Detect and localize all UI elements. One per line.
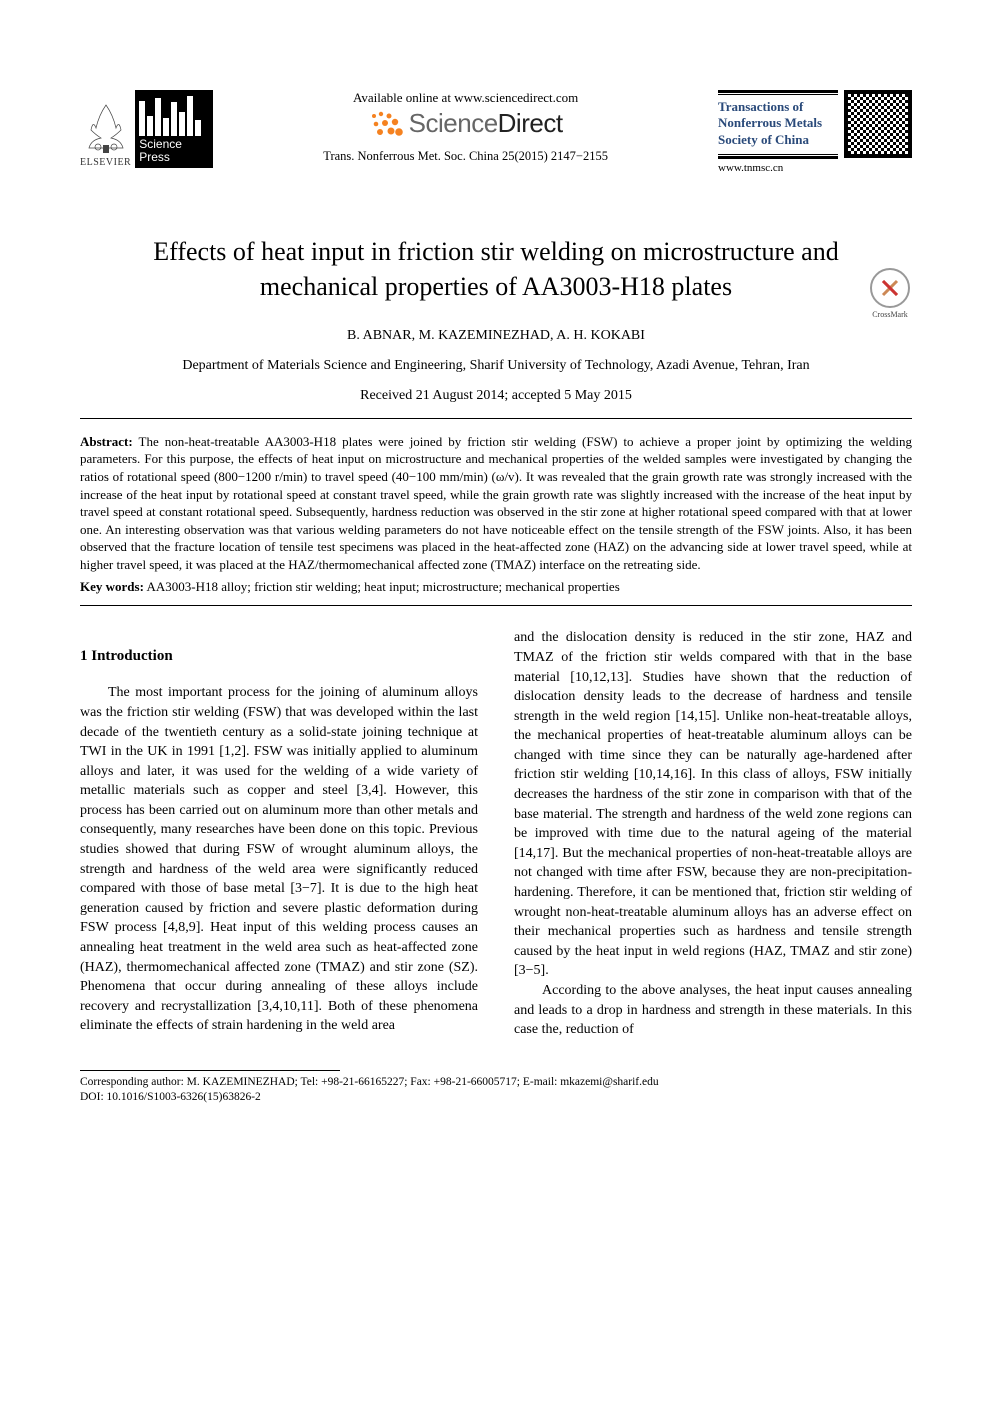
rule bbox=[718, 94, 838, 95]
crossmark-circle-icon bbox=[870, 268, 910, 308]
keywords-label: Key words: bbox=[80, 579, 144, 594]
doi: DOI: 10.1016/S1003-6326(15)63826-2 bbox=[80, 1090, 912, 1106]
science-press-line2: Press bbox=[139, 151, 209, 164]
rule bbox=[80, 418, 912, 419]
center-header: Available online at www.sciencedirect.co… bbox=[213, 90, 718, 164]
citation-text: Trans. Nonferrous Met. Soc. China 25(201… bbox=[223, 149, 708, 164]
authors: B. ABNAR, M. KAZEMINEZHAD, A. H. KOKABI bbox=[80, 328, 912, 344]
body-columns: 1 Introduction The most important proces… bbox=[80, 628, 912, 1039]
qr-code-icon bbox=[844, 90, 912, 158]
title-block: Effects of heat input in friction stir w… bbox=[80, 234, 912, 404]
dates: Received 21 August 2014; accepted 5 May … bbox=[80, 388, 912, 404]
sciencedirect-row: ScienceDirect bbox=[223, 108, 708, 139]
abstract-block: Abstract: The non-heat-treatable AA3003-… bbox=[80, 433, 912, 573]
bars-icon bbox=[139, 96, 209, 136]
article-title: Effects of heat input in friction stir w… bbox=[80, 234, 912, 304]
sciencedirect-dots-icon bbox=[369, 110, 403, 138]
footnote-rule bbox=[80, 1070, 340, 1071]
science-press-logo: Science Press bbox=[135, 90, 213, 168]
keywords-block: Key words: AA3003-H18 alloy; friction st… bbox=[80, 579, 912, 595]
column-right: and the dislocation density is reduced i… bbox=[514, 628, 912, 1039]
crossmark-label: CrossMark bbox=[868, 310, 912, 319]
journal-url: www.tnmsc.cn bbox=[718, 162, 838, 174]
journal-name: Transactions of Nonferrous Metals Societ… bbox=[718, 99, 838, 148]
crossmark-badge[interactable]: CrossMark bbox=[868, 268, 912, 320]
right-header: Transactions of Nonferrous Metals Societ… bbox=[718, 90, 912, 174]
journal-block: Transactions of Nonferrous Metals Societ… bbox=[718, 90, 838, 174]
abstract-label: Abstract: bbox=[80, 434, 133, 449]
publisher-logos: ELSEVIER Science Press bbox=[80, 90, 213, 168]
header-row: ELSEVIER Science Press Available online bbox=[80, 90, 912, 174]
paragraph: and the dislocation density is reduced i… bbox=[514, 628, 912, 981]
rule bbox=[718, 90, 838, 93]
rule bbox=[718, 156, 838, 159]
corresponding-author: Corresponding author: M. KAZEMINEZHAD; T… bbox=[80, 1075, 912, 1091]
available-online-text: Available online at www.sciencedirect.co… bbox=[223, 90, 708, 106]
sciencedirect-text: ScienceDirect bbox=[409, 108, 563, 139]
elsevier-label: ELSEVIER bbox=[80, 157, 131, 168]
science-press-line1: Science bbox=[139, 138, 209, 151]
paragraph: The most important process for the joini… bbox=[80, 683, 478, 1036]
elsevier-logo: ELSEVIER bbox=[80, 100, 131, 168]
affiliation: Department of Materials Science and Engi… bbox=[80, 358, 912, 374]
keywords-text: AA3003-H18 alloy; friction stir welding;… bbox=[146, 579, 619, 594]
rule bbox=[80, 605, 912, 606]
abstract-text: The non-heat-treatable AA3003-H18 plates… bbox=[80, 434, 912, 572]
page: ELSEVIER Science Press Available online bbox=[0, 0, 992, 1403]
column-left: 1 Introduction The most important proces… bbox=[80, 628, 478, 1039]
section-heading: 1 Introduction bbox=[80, 646, 478, 667]
elsevier-tree-icon bbox=[81, 100, 131, 155]
rule bbox=[718, 154, 838, 155]
paragraph: According to the above analyses, the hea… bbox=[514, 981, 912, 1040]
